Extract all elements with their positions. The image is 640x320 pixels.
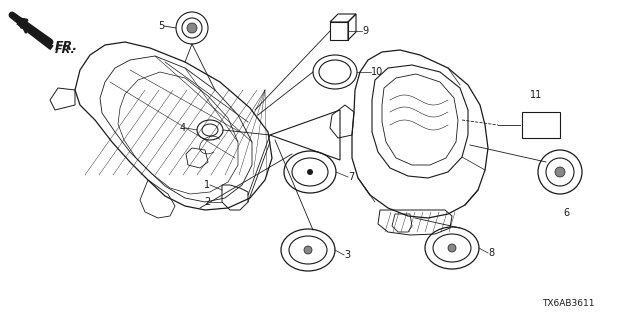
- Text: 8: 8: [488, 248, 494, 258]
- Bar: [522, 112, 560, 138]
- Text: 1: 1: [204, 180, 210, 190]
- Text: FR.: FR.: [55, 39, 78, 52]
- Text: 5: 5: [157, 21, 164, 31]
- Circle shape: [307, 169, 313, 175]
- Circle shape: [304, 246, 312, 254]
- Text: 7: 7: [348, 172, 355, 182]
- Text: 2: 2: [204, 197, 210, 207]
- Text: TX6AB3611: TX6AB3611: [543, 299, 595, 308]
- Text: 10: 10: [371, 67, 383, 77]
- Text: 4: 4: [180, 123, 186, 133]
- Polygon shape: [10, 18, 28, 32]
- Text: 3: 3: [344, 250, 350, 260]
- Circle shape: [448, 244, 456, 252]
- Circle shape: [187, 23, 197, 33]
- Bar: [330, 22, 348, 40]
- Text: 6: 6: [563, 208, 569, 218]
- Text: 11: 11: [530, 90, 542, 100]
- Text: FR.: FR.: [55, 45, 76, 55]
- Text: 9: 9: [362, 26, 368, 36]
- Circle shape: [555, 167, 565, 177]
